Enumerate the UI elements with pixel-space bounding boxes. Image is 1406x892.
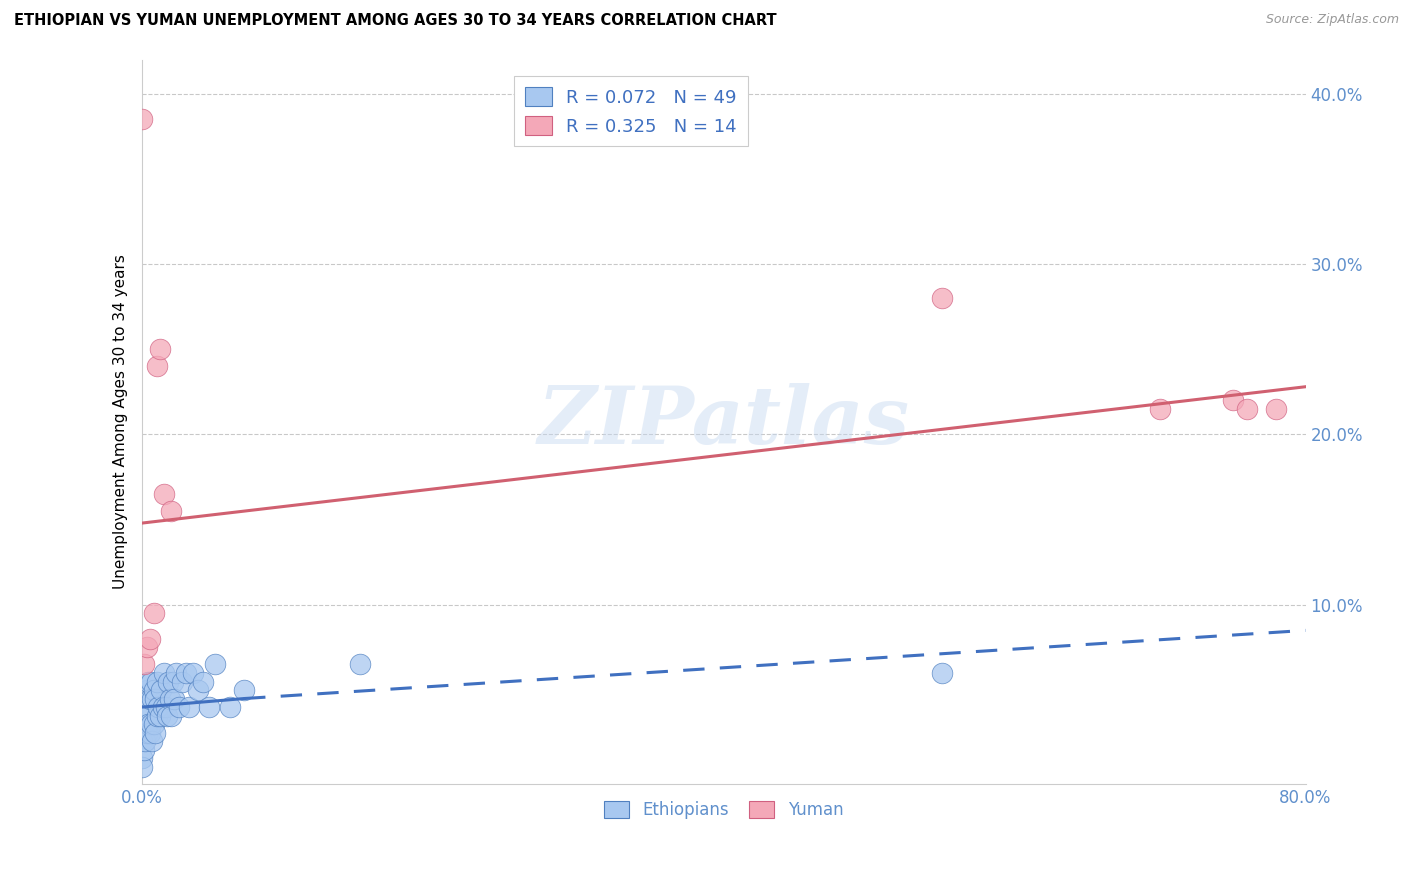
Point (193, 674, 215, 689)
Point (1149, 401, 1171, 416)
Text: Source: ZipAtlas.com: Source: ZipAtlas.com (1265, 13, 1399, 27)
Point (187, 683, 209, 698)
Point (156, 708, 179, 723)
Point (159, 691, 181, 706)
Point (135, 683, 157, 698)
Point (1222, 393, 1244, 408)
Point (134, 700, 156, 714)
Point (167, 700, 190, 714)
Point (163, 691, 186, 706)
Point (131, 734, 153, 748)
Point (155, 700, 177, 714)
Point (138, 632, 160, 646)
Point (142, 717, 165, 731)
Point (148, 700, 170, 714)
Point (146, 674, 169, 689)
Point (170, 674, 193, 689)
Point (145, 725, 167, 739)
Point (160, 708, 183, 723)
Legend: Ethiopians, Yuman: Ethiopians, Yuman (598, 795, 851, 826)
Point (174, 665, 197, 680)
Point (198, 700, 221, 714)
Point (218, 700, 240, 714)
Point (204, 657, 226, 672)
Text: ETHIOPIAN VS YUMAN UNEMPLOYMENT AMONG AGES 30 TO 34 YEARS CORRELATION CHART: ETHIOPIAN VS YUMAN UNEMPLOYMENT AMONG AG… (14, 13, 776, 29)
Point (136, 674, 159, 689)
Point (153, 665, 176, 680)
Point (1236, 401, 1258, 416)
Point (139, 717, 162, 731)
Point (135, 640, 157, 655)
Point (138, 691, 160, 706)
Point (177, 700, 200, 714)
Point (135, 725, 157, 739)
Point (157, 674, 180, 689)
Point (146, 708, 169, 723)
Point (160, 504, 183, 518)
Point (142, 683, 165, 698)
Point (132, 708, 155, 723)
Point (931, 291, 953, 305)
Point (134, 734, 156, 748)
Point (149, 343, 172, 357)
Point (141, 691, 163, 706)
Point (145, 691, 167, 706)
Point (349, 657, 371, 672)
Point (149, 708, 172, 723)
Point (150, 683, 173, 698)
Y-axis label: Unemployment Among Ages 30 to 34 years: Unemployment Among Ages 30 to 34 years (114, 254, 128, 589)
Point (153, 487, 176, 501)
Point (132, 742, 155, 756)
Point (131, 112, 153, 127)
Text: ZIPatlas: ZIPatlas (538, 383, 910, 460)
Point (152, 700, 174, 714)
Point (138, 725, 160, 739)
Point (233, 683, 256, 698)
Point (142, 607, 165, 621)
Point (165, 665, 187, 680)
Point (139, 674, 162, 689)
Point (131, 751, 153, 765)
Point (141, 734, 163, 748)
Point (181, 665, 204, 680)
Point (162, 674, 184, 689)
Point (136, 717, 159, 731)
Point (131, 760, 153, 774)
Point (931, 665, 953, 680)
Point (146, 359, 169, 374)
Point (1265, 401, 1288, 416)
Point (132, 657, 155, 672)
